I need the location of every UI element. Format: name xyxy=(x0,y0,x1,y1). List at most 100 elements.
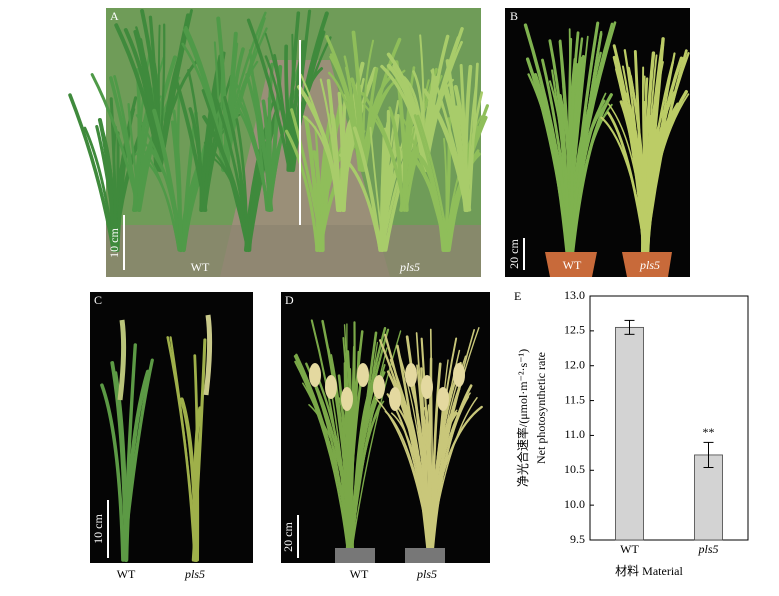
leaf xyxy=(321,319,352,552)
leaf xyxy=(443,88,471,212)
panicle xyxy=(203,314,213,396)
panel-b xyxy=(505,8,690,277)
x-tick-label: WT xyxy=(620,542,639,556)
y-tick-label: 10.0 xyxy=(564,497,585,511)
leaf xyxy=(100,383,125,562)
panel-c xyxy=(90,292,253,563)
leaf xyxy=(192,406,202,562)
leaf xyxy=(97,117,116,252)
genotype-label: WT xyxy=(350,567,369,581)
leaf xyxy=(245,100,282,252)
scale-label: 10 cm xyxy=(91,514,105,544)
leaf xyxy=(109,97,118,252)
leaf xyxy=(235,118,249,252)
leaf xyxy=(202,115,250,252)
panicle xyxy=(309,363,321,387)
leaf xyxy=(351,330,402,551)
panicle xyxy=(421,375,433,399)
leaf xyxy=(248,49,268,212)
leaf xyxy=(362,37,402,172)
photo xyxy=(281,292,490,563)
x-axis-label: 材料 Material xyxy=(615,564,683,578)
genotype-label: pls5 xyxy=(184,567,205,581)
leaf xyxy=(417,154,446,252)
y-tick-label: 11.5 xyxy=(564,392,585,406)
panel-label: C xyxy=(94,293,102,307)
bar xyxy=(694,454,723,541)
y-tick-label: 10.5 xyxy=(564,462,585,476)
leaf xyxy=(331,113,342,212)
pot xyxy=(405,548,445,563)
leaf xyxy=(319,104,342,252)
panel-label: B xyxy=(510,9,518,23)
panicle xyxy=(373,375,385,399)
y-tick-label: 12.0 xyxy=(564,357,585,371)
y-tick-label: 13.0 xyxy=(564,288,585,302)
y-axis-label: 净光合速率/(μmol·m⁻²·s⁻¹) xyxy=(515,349,530,487)
leaf xyxy=(225,27,268,172)
panicle xyxy=(357,363,369,387)
leaf xyxy=(467,62,479,212)
leaf xyxy=(623,49,646,254)
panel-label: A xyxy=(110,9,119,23)
panel-d xyxy=(281,292,490,563)
leaf xyxy=(533,73,569,254)
overlay: A 10 cm WT pls5 B 20 cm WT pls5 C 10 cm WT pls5 D 20 … xyxy=(91,9,660,581)
panel-label: E xyxy=(514,289,521,303)
panel-a xyxy=(68,8,489,277)
y-tick-label: 12.5 xyxy=(564,323,585,337)
chart: E 9.5 10.0 10.5 11.0 11.5 12.0 12.5 13.0 WT ** pls5… xyxy=(514,288,749,578)
leaf xyxy=(181,42,225,172)
leaf xyxy=(285,129,319,252)
leaf xyxy=(379,138,405,251)
leaf xyxy=(416,114,451,252)
leaf xyxy=(170,120,184,252)
leaf xyxy=(348,321,356,552)
scale-label: 20 cm xyxy=(281,522,295,552)
leaf xyxy=(329,55,362,172)
pot xyxy=(545,252,597,277)
bar xyxy=(615,326,644,541)
x-tick-label: pls5 xyxy=(697,542,718,556)
panicle xyxy=(437,387,449,411)
scale-label: 20 cm xyxy=(507,239,521,269)
leaf xyxy=(157,24,162,171)
panel-label: D xyxy=(285,293,294,307)
leaf xyxy=(420,337,434,552)
panicle xyxy=(117,319,127,401)
leaf xyxy=(378,100,400,252)
leaf xyxy=(312,150,321,252)
panicle xyxy=(341,387,353,411)
leaf xyxy=(445,59,468,212)
soil xyxy=(106,225,481,277)
genotype-label: WT xyxy=(191,260,210,274)
panicle xyxy=(325,375,337,399)
leaf xyxy=(402,76,426,172)
significance: ** xyxy=(703,425,715,439)
panicle xyxy=(405,363,417,387)
leaf xyxy=(389,112,404,211)
leaf xyxy=(135,152,180,252)
pot xyxy=(335,548,375,563)
leaf xyxy=(122,343,137,562)
y-tick-label: 9.5 xyxy=(570,532,585,546)
pot xyxy=(622,252,672,277)
leaf xyxy=(294,360,349,552)
leaf xyxy=(273,54,292,172)
genotype-label: pls5 xyxy=(399,260,420,274)
leaf xyxy=(246,18,292,172)
genotype-label: pls5 xyxy=(639,258,660,272)
leaf xyxy=(68,93,116,252)
panicle xyxy=(453,363,465,387)
genotype-label: pls5 xyxy=(416,567,437,581)
leaf xyxy=(339,153,382,252)
panicle xyxy=(389,387,401,411)
leaf xyxy=(418,387,430,552)
leaf xyxy=(548,39,570,254)
leaf xyxy=(402,144,450,252)
y-tick-label: 11.0 xyxy=(564,427,585,441)
leaf xyxy=(643,90,689,254)
leaf xyxy=(340,118,353,212)
plot-frame xyxy=(589,295,749,541)
